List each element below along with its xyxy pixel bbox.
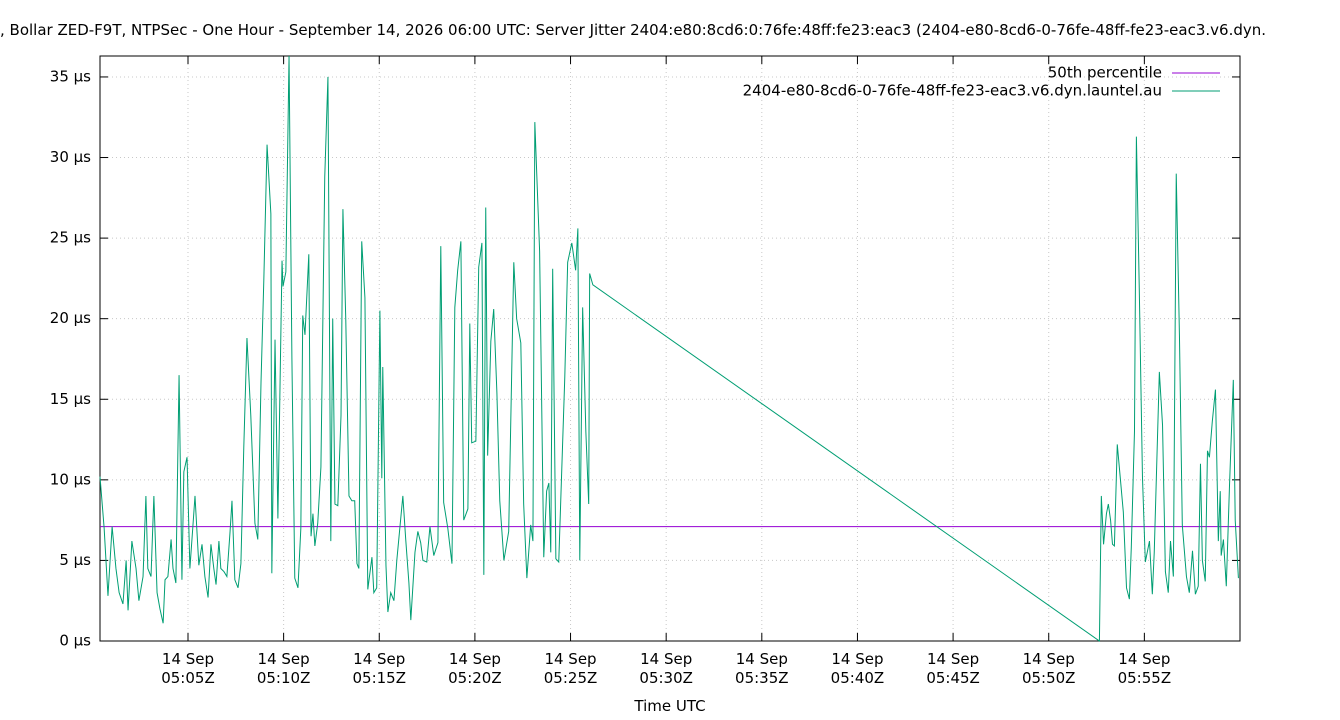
- x-tick-label: 14 Sep 05:20Z: [448, 650, 502, 687]
- y-tick-label: 5 µs: [59, 551, 91, 569]
- x-tick-label: 14 Sep 05:45Z: [926, 650, 980, 687]
- x-tick-label: 14 Sep 05:55Z: [1117, 650, 1172, 687]
- x-tick-label: 14 Sep 05:10Z: [256, 650, 311, 687]
- y-tick-label: 35 µs: [50, 67, 91, 85]
- x-tick-label: 14 Sep 05:30Z: [639, 650, 693, 687]
- y-tick-label: 15 µs: [50, 390, 91, 408]
- x-tick-label: 14 Sep 05:05Z: [161, 650, 215, 687]
- x-tick-label: 14 Sep 05:35Z: [735, 650, 789, 687]
- x-tick-label: 14 Sep 05:40Z: [830, 650, 885, 687]
- x-tick-label: 14 Sep 05:15Z: [352, 650, 406, 687]
- x-axis-label: Time UTC: [634, 697, 706, 715]
- y-tick-label: 0 µs: [59, 632, 91, 650]
- y-tick-label: 20 µs: [50, 309, 91, 327]
- y-tick-label: 10 µs: [50, 470, 91, 488]
- x-tick-label: 14 Sep 05:50Z: [1021, 650, 1076, 687]
- y-tick-label: 25 µs: [50, 229, 91, 247]
- chart-title: , Bollar ZED-F9T, NTPSec - One Hour - Se…: [0, 21, 1267, 39]
- x-tick-label: 14 Sep 05:25Z: [543, 650, 598, 687]
- y-tick-label: 30 µs: [50, 148, 91, 166]
- legend-label: 2404-e80-8cd6-0-76fe-48ff-fe23-eac3.v6.d…: [743, 82, 1162, 100]
- legend-label: 50th percentile: [1048, 64, 1162, 82]
- data-line: [99, 55, 1239, 642]
- plot-frame: [99, 55, 1241, 642]
